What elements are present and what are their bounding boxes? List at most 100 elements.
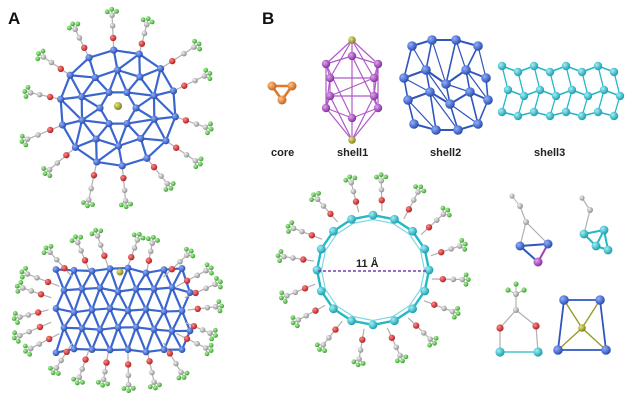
- shell2-atom: [445, 99, 455, 109]
- metal-atom: [78, 116, 86, 124]
- carbon-atom: [94, 233, 101, 239]
- fluorine-atom: [317, 347, 322, 352]
- bond: [80, 91, 111, 98]
- carbon-atom: [314, 196, 321, 203]
- bond: [164, 115, 177, 142]
- carbon-atom: [202, 345, 209, 351]
- bond: [335, 305, 354, 318]
- shell2-atom: [409, 119, 419, 129]
- fluorine-atom: [74, 380, 80, 386]
- fluorine-atom: [275, 253, 281, 259]
- shell1-atom: [369, 91, 379, 101]
- carbon-atom: [440, 211, 447, 217]
- fluorine-atom: [207, 71, 213, 76]
- fluorine-atom: [43, 245, 49, 251]
- metal-atom: [123, 119, 131, 128]
- metal-atom: [533, 257, 543, 267]
- metal-atom: [186, 289, 194, 296]
- bond: [134, 288, 148, 311]
- oxygen-atom: [61, 264, 68, 272]
- fluorine-atom: [279, 290, 285, 296]
- oxygen-atom: [146, 358, 153, 365]
- carbon-atom: [320, 342, 327, 348]
- fluorine-atom: [355, 362, 361, 368]
- metal-atom: [543, 239, 553, 249]
- fluorine-atom: [192, 38, 197, 44]
- fluorine-atom: [14, 283, 20, 289]
- shell3-atom: [529, 107, 539, 117]
- metal-atom: [110, 46, 118, 54]
- fluorine-atom: [35, 56, 41, 62]
- fluorine-atom: [15, 288, 21, 294]
- carbon-atom: [141, 30, 148, 37]
- fluorine-atom: [205, 130, 210, 136]
- oxygen-atom: [36, 323, 44, 331]
- metal-atom: [123, 88, 131, 97]
- fluorine-atom: [69, 238, 75, 244]
- carbon-atom: [34, 274, 40, 281]
- carbon-atom: [48, 59, 55, 66]
- bond: [162, 286, 174, 313]
- metal-atom: [113, 66, 122, 74]
- carbon-atom: [177, 258, 183, 265]
- shell3-atom: [545, 111, 555, 121]
- oxygen-atom: [182, 117, 190, 124]
- bond: [125, 118, 156, 125]
- carbon-atom: [88, 185, 94, 192]
- fluorine-atom: [11, 335, 17, 341]
- bond: [95, 137, 120, 148]
- fluorine-atom: [149, 19, 155, 25]
- carbon-atom: [204, 304, 211, 311]
- ring-atom: [424, 265, 434, 275]
- ring-atom: [329, 304, 338, 314]
- motif-cyan-triangle: [579, 195, 613, 255]
- carbon-atom: [350, 188, 357, 195]
- cluster-side-view: [11, 227, 225, 394]
- bond: [138, 67, 162, 79]
- fluorine-atom: [440, 205, 446, 211]
- fluorine-atom: [413, 184, 418, 189]
- fluorine-atom: [465, 277, 471, 282]
- carbon-atom: [456, 243, 463, 249]
- carbon-atom: [183, 151, 190, 158]
- cluster-top-view: [19, 6, 214, 210]
- fluorine-atom: [445, 207, 451, 213]
- metal-atom: [160, 266, 168, 274]
- metal-atom: [142, 348, 150, 356]
- bond: [408, 233, 422, 252]
- metal-atom: [66, 71, 74, 79]
- metal-atom: [106, 305, 114, 312]
- metal-atom: [70, 308, 78, 316]
- fluorine-atom: [22, 89, 28, 94]
- fluorine-atom: [19, 133, 25, 139]
- fluorine-atom: [11, 316, 17, 321]
- center-atom: [116, 268, 124, 276]
- oxygen-atom: [34, 309, 42, 316]
- metal-atom: [88, 306, 96, 314]
- bond: [139, 137, 167, 142]
- shell3-atom: [591, 241, 601, 251]
- bond: [403, 45, 413, 79]
- fluorine-atom: [217, 308, 223, 314]
- fluorine-atom: [15, 338, 21, 344]
- shell2-atom: [461, 65, 471, 75]
- oxygen-atom: [181, 82, 188, 89]
- bond: [144, 308, 156, 331]
- bond: [69, 74, 83, 98]
- fluorine-atom: [85, 203, 90, 209]
- fluorine-atom: [188, 248, 194, 254]
- carbon-atom: [164, 180, 171, 187]
- carbon-atom: [35, 132, 41, 138]
- bond: [90, 328, 102, 351]
- carbon-atom: [131, 245, 138, 251]
- carbon-atom: [36, 91, 43, 98]
- shell1-atom: [325, 91, 335, 101]
- carbon-atom: [125, 381, 132, 388]
- fluorine-atom: [394, 358, 400, 364]
- fluorine-atom: [209, 336, 214, 342]
- metal-atom: [78, 285, 86, 293]
- carbon-atom: [25, 312, 32, 318]
- metal-atom: [150, 115, 158, 123]
- fluorine-atom: [47, 173, 53, 179]
- cap-atom: [348, 36, 356, 44]
